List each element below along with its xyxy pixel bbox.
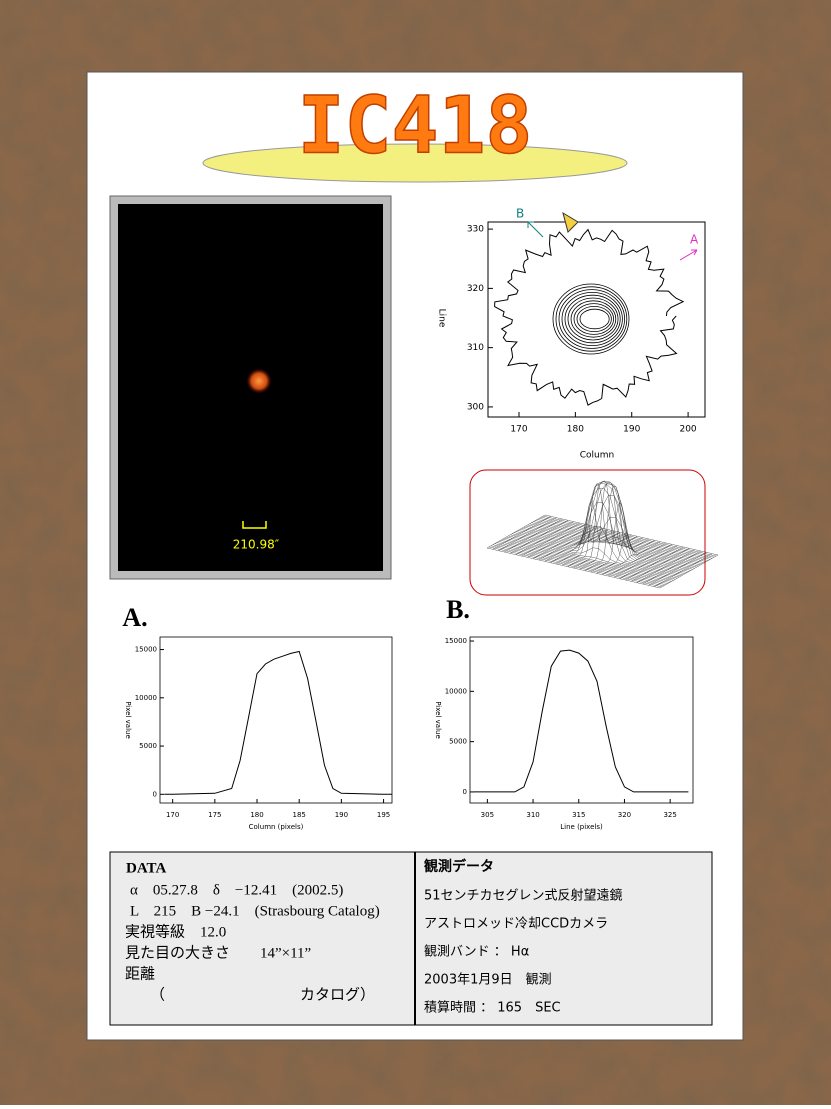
- x-tick-label: 180: [250, 811, 263, 819]
- contour-line: [564, 294, 621, 344]
- mesh-line: [659, 554, 719, 589]
- table-row: α 05.27.8 δ −12.41 (2002.5): [130, 882, 343, 898]
- title-ellipse: [202, 143, 628, 183]
- mesh-line: [648, 552, 707, 586]
- x-tick-label: 325: [663, 811, 676, 819]
- table-row: L 215 B −24.1 (Strasbourg Catalog): [130, 903, 380, 919]
- y-tick-label: 310: [467, 343, 484, 353]
- profile-line: [473, 649, 689, 793]
- surface-plot: [486, 480, 719, 589]
- table-row: 見た目の大きさ 14”×11”: [125, 944, 311, 961]
- y-tick-label: 10000: [135, 694, 157, 702]
- contour-line: [576, 305, 612, 332]
- table-row: 51センチカセグレン式反射望遠鏡: [424, 888, 623, 904]
- scale-label: 210.98″: [233, 538, 280, 552]
- x-tick-label: 310: [526, 811, 539, 819]
- y-tick-label: 300: [467, 402, 484, 412]
- table-row: 観測バンド ： Hα: [424, 945, 529, 960]
- x-axis-label: Column: [580, 451, 614, 461]
- x-tick-label: 190: [335, 811, 348, 819]
- y-tick-label: 10000: [445, 687, 467, 695]
- y-tick-label: 0: [153, 790, 157, 798]
- x-axis-label: Column (pixels): [249, 823, 304, 831]
- contour-line: [561, 291, 623, 346]
- chart-title: A.: [122, 603, 147, 632]
- x-tick-label: 195: [377, 811, 390, 819]
- table-text: DATA α 05.27.8 δ −12.41 (2002.5) L 215 B −…: [125, 858, 623, 1016]
- x-tick-label: 175: [208, 811, 221, 819]
- table-row: アストロメッド冷却CCDカメラ: [424, 917, 608, 932]
- y-tick-label: 5000: [449, 738, 467, 746]
- mesh-line: [541, 517, 715, 558]
- chart-title: B.: [446, 595, 470, 624]
- title: IC418: [298, 81, 533, 171]
- y-tick-label: 15000: [445, 637, 467, 645]
- x-tick-label: 190: [623, 425, 640, 435]
- x-tick-label: 185: [293, 811, 306, 819]
- y-axis-label: Pixel value: [124, 701, 132, 739]
- marker-label: B: [516, 207, 524, 221]
- table-row: 2003年1月9日 観測: [424, 973, 552, 988]
- data-table: [109, 851, 713, 1026]
- table-row: 距離: [125, 964, 155, 982]
- contour-plot: Column Line A B 170 180 190 200 300 310 320 330: [437, 207, 706, 461]
- plot-frame: [159, 636, 393, 804]
- contour-line: [567, 297, 619, 341]
- y-tick-label: 330: [467, 225, 484, 235]
- x-tick-label: 305: [481, 811, 494, 819]
- profile-line: [164, 650, 392, 795]
- mesh-line: [654, 553, 713, 587]
- profiles: A. 170 175 180 185 190 195 0 5000 10000 15000 Colum…: [122, 595, 694, 831]
- marker-label: A: [690, 233, 699, 247]
- x-tick-label: 315: [572, 811, 585, 819]
- x-tick-label: 180: [567, 425, 584, 435]
- x-axis-label: Line (pixels): [560, 823, 603, 831]
- mesh-line: [544, 514, 719, 556]
- x-tick-label: 200: [679, 425, 696, 435]
- nebula: [246, 368, 272, 394]
- y-tick-label: 320: [467, 284, 484, 294]
- contour-line: [558, 289, 625, 349]
- table-heading: DATA: [126, 860, 166, 876]
- x-tick-label: 320: [618, 811, 631, 819]
- compass-icon: [562, 211, 579, 233]
- table-row: （ カタログ）: [150, 986, 375, 1003]
- contour-line: [570, 300, 617, 338]
- y-axis-label: Pixel value: [434, 701, 442, 739]
- y-tick-label: 15000: [135, 646, 157, 654]
- mesh-line: [535, 520, 709, 561]
- plot-frame: [487, 221, 706, 418]
- plot-frame: [469, 636, 694, 804]
- contour-line: [573, 303, 614, 335]
- marker-arrow: [679, 249, 698, 261]
- mesh-line: [539, 518, 713, 559]
- marker-arrow: [527, 221, 544, 238]
- contour-outline: [494, 228, 685, 406]
- mesh-line: [537, 519, 711, 560]
- scale-bar: [242, 521, 267, 529]
- table-heading: 観測データ: [424, 858, 494, 875]
- x-tick-label: 170: [166, 811, 179, 819]
- mesh-line: [642, 550, 701, 585]
- contour-line: [555, 286, 628, 352]
- y-tick-label: 5000: [139, 742, 157, 750]
- y-axis-label: Line: [437, 309, 447, 328]
- x-tick-label: 170: [510, 425, 527, 435]
- table-row: 積算時間 ： 165 SEC: [424, 1001, 561, 1016]
- mesh-line: [636, 549, 696, 583]
- contour-line: [552, 283, 630, 355]
- contour-line: [579, 308, 610, 330]
- table-row: 実視等級 12.0: [125, 922, 226, 940]
- mesh-line: [543, 515, 717, 557]
- y-tick-label: 0: [463, 788, 467, 796]
